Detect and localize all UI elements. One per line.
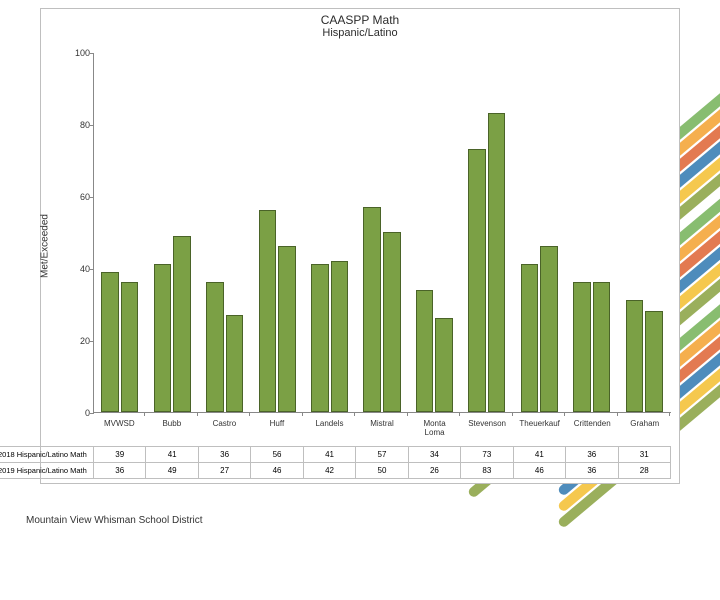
x-category-row: MVWSDBubbCastroHuffLandelsMistralMontaLo…	[93, 417, 671, 439]
bar-series-1	[206, 282, 223, 412]
bar-series-2	[226, 315, 243, 412]
plot-area: 020406080100	[93, 53, 671, 413]
table-cell: 50	[356, 463, 408, 479]
table-cell: 46	[251, 463, 303, 479]
table-cell: 73	[461, 447, 513, 463]
bar-series-1	[154, 264, 171, 412]
table-cell: 56	[251, 447, 303, 463]
bar-group	[356, 53, 408, 412]
data-table: 2018 Hispanic/Latino Math394136564157347…	[0, 446, 671, 479]
bar-series-1	[573, 282, 590, 412]
bar-series-1	[626, 300, 643, 412]
bar-series-2	[121, 282, 138, 412]
chart-subtitle: Hispanic/Latino	[41, 27, 679, 39]
bar-series-1	[101, 272, 118, 412]
bar-group	[409, 53, 461, 412]
table-cell: 26	[408, 463, 460, 479]
bar-series-2	[173, 236, 190, 412]
x-category-label: MVWSD	[93, 417, 146, 439]
y-axis-label: Met/Exceeded	[39, 214, 50, 278]
bar-series-2	[278, 246, 295, 412]
bar-series-2	[383, 232, 400, 412]
table-row: 2018 Hispanic/Latino Math394136564157347…	[0, 447, 671, 463]
bar-series-1	[521, 264, 538, 412]
y-tick-label: 80	[64, 120, 90, 130]
x-category-label: Theuerkauf	[513, 417, 566, 439]
bar-series-2	[645, 311, 662, 412]
bar-group	[199, 53, 251, 412]
table-cell: 36	[93, 463, 145, 479]
table-cell: 57	[356, 447, 408, 463]
bar-group	[566, 53, 618, 412]
table-row: 2019 Hispanic/Latino Math364927464250268…	[0, 463, 671, 479]
table-cell: 27	[198, 463, 250, 479]
bar-series-1	[311, 264, 328, 412]
y-tick-label: 100	[64, 48, 90, 58]
series-name: 2019 Hispanic/Latino Math	[0, 466, 87, 475]
table-cell: 41	[513, 447, 565, 463]
y-tick-label: 0	[64, 408, 90, 418]
table-cell: 49	[146, 463, 198, 479]
table-cell: 42	[303, 463, 355, 479]
bar-group	[304, 53, 356, 412]
table-cell: 46	[513, 463, 565, 479]
chart-container: CAASPP Math Hispanic/Latino Met/Exceeded…	[40, 8, 680, 484]
x-category-label: Crittenden	[566, 417, 619, 439]
table-cell: 83	[461, 463, 513, 479]
chart-title: CAASPP Math	[41, 13, 679, 27]
x-category-label: Castro	[198, 417, 251, 439]
x-category-label: Landels	[303, 417, 356, 439]
table-cell: 36	[198, 447, 250, 463]
bar-series-1	[468, 149, 485, 412]
x-category-label: Mistral	[356, 417, 409, 439]
bar-groups	[94, 53, 671, 412]
x-category-label: Stevenson	[461, 417, 514, 439]
bar-group	[514, 53, 566, 412]
x-category-label: MontaLoma	[408, 417, 461, 439]
y-tick-label: 20	[64, 336, 90, 346]
x-category-label: Graham	[618, 417, 671, 439]
table-cell: 34	[408, 447, 460, 463]
table-cell: 28	[618, 463, 670, 479]
x-category-label: Bubb	[146, 417, 199, 439]
x-category-label: Huff	[251, 417, 304, 439]
bar-series-2	[331, 261, 348, 412]
table-cell: 41	[303, 447, 355, 463]
table-cell: 39	[93, 447, 145, 463]
bar-series-1	[259, 210, 276, 412]
bar-group	[251, 53, 303, 412]
table-cell: 36	[566, 447, 618, 463]
table-cell: 31	[618, 447, 670, 463]
bar-series-2	[540, 246, 557, 412]
bar-group	[94, 53, 146, 412]
bar-series-1	[363, 207, 380, 412]
bar-series-1	[416, 290, 433, 412]
bar-group	[461, 53, 513, 412]
bar-group	[146, 53, 198, 412]
table-cell: 41	[146, 447, 198, 463]
table-cell: 36	[566, 463, 618, 479]
footer-text: Mountain View Whisman School District	[26, 515, 203, 526]
series-name: 2018 Hispanic/Latino Math	[0, 450, 87, 459]
y-tick-label: 40	[64, 264, 90, 274]
bar-group	[619, 53, 671, 412]
y-tick-label: 60	[64, 192, 90, 202]
bar-series-2	[435, 318, 452, 412]
bar-series-2	[488, 113, 505, 412]
bar-series-2	[593, 282, 610, 412]
